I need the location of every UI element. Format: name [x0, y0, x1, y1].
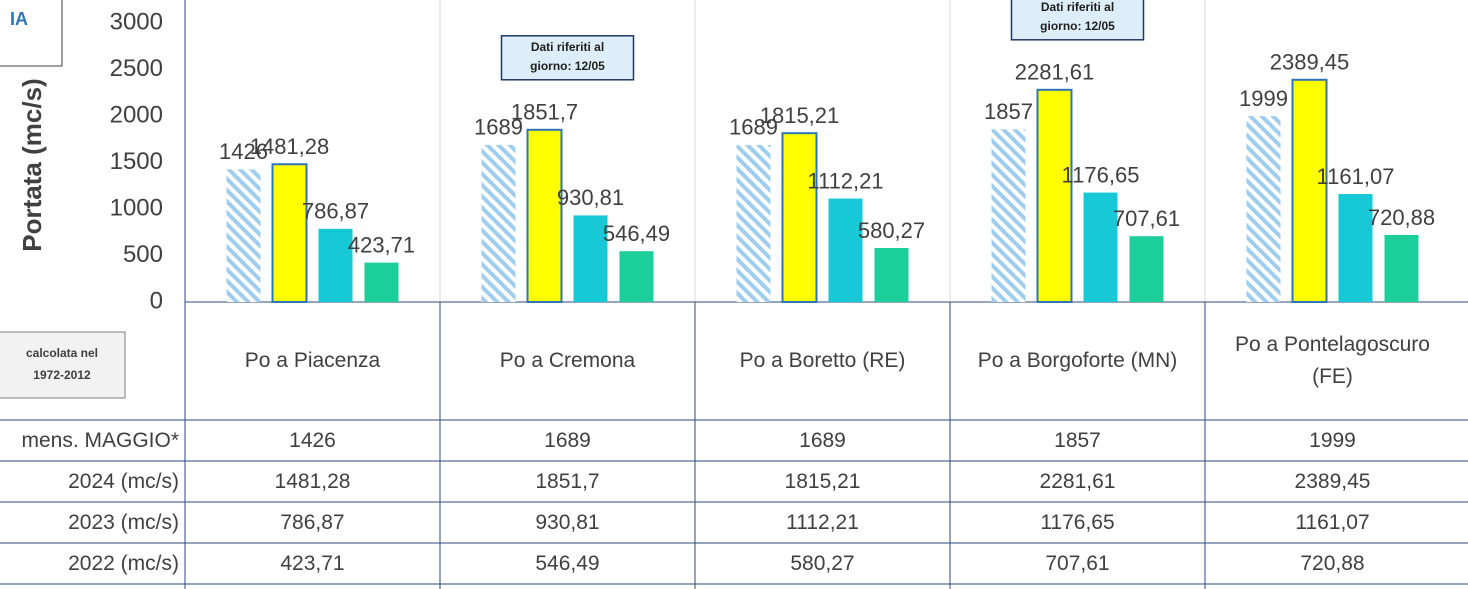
table-value: 786,87: [280, 510, 345, 534]
data-label: 1481,28: [250, 134, 330, 159]
data-label: 1112,21: [807, 168, 883, 193]
legend-note: 1972-2012: [33, 368, 91, 382]
table-value: 1176,65: [1040, 510, 1115, 534]
table-value: 580,27: [790, 551, 855, 575]
annotation: Dati riferiti al: [1041, 0, 1114, 14]
table-value: 1999: [1309, 428, 1356, 452]
category-label: Po a Pontelagoscuro (FE): [1235, 333, 1430, 388]
bar: [619, 251, 654, 302]
y-axis-label: Portata (mc/s): [17, 78, 47, 251]
table-value: 1689: [544, 428, 591, 452]
y-tick-label: 1000: [110, 194, 163, 221]
series-name: mens. MAGGIO*: [21, 428, 179, 452]
table-value: 1851,7: [535, 469, 600, 493]
data-label: 707,61: [1113, 206, 1180, 231]
table-value: 2389,45: [1294, 469, 1371, 493]
table-value: 1481,28: [274, 469, 351, 493]
table-value: 1689: [799, 428, 846, 452]
series-name: 2023 (mc/s): [68, 510, 179, 534]
table-value: 1112,21: [786, 510, 859, 534]
annotation: giorno: 12/05: [530, 59, 605, 73]
table-value: 546,49: [535, 551, 600, 575]
table-value: 720,88: [1300, 551, 1365, 575]
table-value: 2281,61: [1039, 469, 1116, 493]
corner-label: IA: [10, 9, 28, 29]
y-tick-label: 0: [150, 287, 163, 314]
data-label: 1426: [219, 139, 268, 164]
category-label: Po a Piacenza: [244, 349, 381, 372]
data-label: 1999: [1239, 86, 1288, 111]
category-label: Po a Cremona: [499, 349, 636, 372]
data-label: 720,88: [1368, 205, 1435, 230]
table-value: 930,81: [535, 510, 600, 534]
legend-note: calcolata nel: [26, 346, 98, 360]
data-label: 1689: [474, 115, 523, 140]
data-label: 1851,7: [511, 100, 578, 125]
category-label: Po a Borgoforte (MN): [977, 349, 1178, 372]
table-value: 1426: [289, 428, 336, 452]
annotation: Dati riferiti al: [531, 40, 604, 54]
data-label: 2281,61: [1015, 60, 1095, 85]
bar: [828, 198, 863, 302]
series-name: 2024 (mc/s): [68, 469, 179, 493]
table-value: 1857: [1054, 428, 1101, 452]
data-label: 1176,65: [1062, 162, 1140, 187]
data-label: 580,27: [858, 218, 925, 243]
bar: [573, 215, 608, 302]
bar: [318, 228, 353, 302]
category-label: Po a Boretto (RE): [739, 349, 906, 372]
data-label: 423,71: [348, 232, 415, 257]
data-label: 1815,21: [760, 103, 840, 128]
table-value: 1161,07: [1295, 510, 1370, 534]
bar: [526, 128, 563, 303]
y-tick-label: 1500: [110, 148, 163, 175]
bar: [1338, 194, 1373, 302]
bar: [1036, 88, 1073, 303]
bar: [1129, 236, 1164, 302]
bar: [874, 248, 909, 302]
bar: [736, 144, 771, 302]
bar: [481, 144, 516, 302]
annotation-box: [1010, 0, 1145, 41]
bar: [781, 132, 818, 303]
data-label: 546,49: [603, 221, 670, 246]
data-label: 930,81: [557, 185, 624, 210]
annotation-box: [500, 35, 635, 81]
data-label: 1689: [729, 115, 778, 140]
table-value: 707,61: [1045, 551, 1110, 575]
y-tick-label: 2000: [110, 101, 163, 128]
legend-note-box: [0, 331, 126, 399]
bar: [1291, 78, 1328, 304]
data-label: 1857: [984, 99, 1033, 124]
bar: [1083, 192, 1118, 302]
y-tick-label: 500: [123, 241, 163, 268]
data-label: 2389,45: [1270, 50, 1350, 75]
bar: [271, 163, 308, 303]
bar: [1384, 234, 1419, 302]
corner-box: [0, 0, 63, 67]
data-label: 786,87: [302, 199, 369, 224]
bar: [364, 262, 399, 302]
table-value: 1815,21: [784, 469, 861, 493]
table-value: 423,71: [280, 551, 345, 575]
bar: [1246, 116, 1281, 302]
y-tick-label: 3000: [110, 8, 163, 35]
bar: [991, 129, 1026, 302]
annotation: giorno: 12/05: [1040, 19, 1115, 33]
y-tick-label: 2500: [110, 55, 163, 82]
data-label: 1161,07: [1317, 164, 1395, 189]
bar: [226, 169, 261, 302]
series-name: 2022 (mc/s): [68, 551, 179, 575]
